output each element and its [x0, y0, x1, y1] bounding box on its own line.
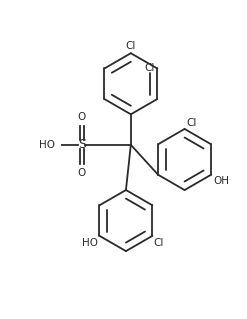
Text: O: O	[78, 168, 86, 178]
Text: OH: OH	[213, 176, 229, 186]
Text: HO: HO	[82, 238, 98, 248]
Text: HO: HO	[39, 140, 55, 150]
Text: Cl: Cl	[154, 238, 164, 248]
Text: O: O	[78, 112, 86, 122]
Text: Cl: Cl	[126, 41, 136, 51]
Text: Cl: Cl	[144, 63, 154, 73]
Text: S: S	[78, 138, 86, 151]
Text: Cl: Cl	[186, 118, 197, 128]
